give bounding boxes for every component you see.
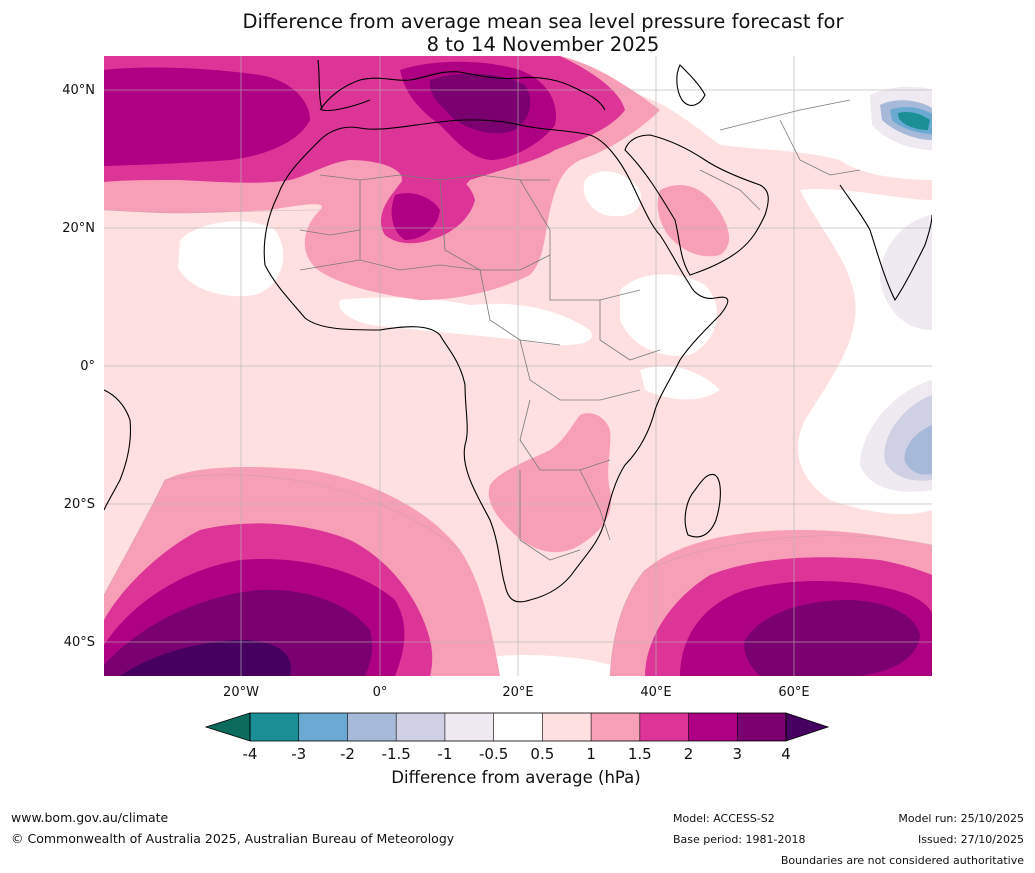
colorbar-segment <box>493 713 543 741</box>
colorbar-segment <box>347 713 397 741</box>
footer-issued: Issued: 27/10/2025 <box>917 833 1024 846</box>
field-white-west-atlantic <box>178 221 284 297</box>
field-white-arabia <box>583 171 641 217</box>
coastline-africa <box>263 119 729 603</box>
colorbar-segment <box>444 713 495 741</box>
footer-disclaimer: Boundaries are not considered authoritat… <box>780 854 1024 867</box>
field-lavender-east <box>880 215 932 330</box>
colorbar-tick-label: -4 <box>243 745 258 763</box>
footer-copyright: © Commonwealth of Australia 2025, Austra… <box>11 831 455 846</box>
colorbar-tick-label: -0.5 <box>479 745 508 763</box>
lon-label-40e: 40°E <box>640 685 671 700</box>
coastline-europe <box>319 71 606 111</box>
field-white-middle-east <box>560 56 932 180</box>
field-darkmagenta-north-atlantic <box>104 67 310 166</box>
coastline-arabia <box>624 134 769 276</box>
coastline-caspian <box>676 64 706 106</box>
field-lightblue-2 <box>904 425 932 475</box>
coastline-south-america <box>104 389 132 511</box>
lat-label-40s: 40°S <box>64 635 95 650</box>
lat-labels: 40°N 20°N 0° 20°S 40°S <box>62 83 95 650</box>
colorbar-tick-label: -2 <box>340 745 355 763</box>
coastlines <box>104 59 932 603</box>
lon-label-20e: 20°E <box>502 685 533 700</box>
lon-label-20w: 20°W <box>223 685 259 700</box>
colorbar-tick-label: 3 <box>732 745 742 763</box>
colorbar-ticks: -4 -3 -2 -1.5 -1 -0.5 0.5 1 1.5 2 3 4 <box>243 713 791 763</box>
colorbar-tick-label: 0.5 <box>530 745 554 763</box>
colorbar-label: Difference from average (hPa) <box>391 768 641 787</box>
field-white-horn <box>620 274 717 356</box>
field-white-north-africa <box>339 297 592 346</box>
field-pink-southern-africa <box>488 413 612 553</box>
field-darkteal-tibet <box>898 111 930 130</box>
contour-lines <box>104 209 932 676</box>
colorbar-segment <box>298 713 348 741</box>
lon-labels: 20°W 0° 20°E 40°E 60°E <box>223 685 810 700</box>
colorbar-segment <box>688 713 738 741</box>
field-pink-arabia <box>657 185 730 257</box>
colorbar-segment <box>542 713 592 741</box>
coastline-madagascar <box>684 473 721 538</box>
colorbar-segments <box>250 713 787 741</box>
colorbar-tick-label: 1.5 <box>628 745 652 763</box>
footer-url[interactable]: www.bom.gov.au/climate <box>11 810 169 825</box>
lat-label-0: 0° <box>80 359 95 374</box>
colorbar-tick-label: 4 <box>781 745 791 763</box>
lat-label-20n: 20°N <box>62 221 95 236</box>
coastline-iberia <box>317 59 371 112</box>
colorbar-segment <box>737 713 787 741</box>
colorbar-under-arrow <box>204 712 251 742</box>
lat-label-40n: 40°N <box>62 83 95 98</box>
lat-label-20s: 20°S <box>64 497 95 512</box>
coastline-india <box>839 184 932 302</box>
field-darkpurple-south-atlantic <box>120 640 291 676</box>
colorbar-over-arrow <box>785 712 830 742</box>
colorbar-segment <box>250 713 300 741</box>
field-purple-med <box>429 73 531 134</box>
lon-label-60e: 60°E <box>778 685 809 700</box>
footer-model-run: Model run: 25/10/2025 <box>898 812 1024 825</box>
field-white-east-africa <box>640 366 720 400</box>
colorbar-tick-label: 1 <box>586 745 596 763</box>
colorbar-segment <box>396 713 446 741</box>
colorbar-tick-label: -3 <box>291 745 306 763</box>
colorbar-segment <box>591 713 641 741</box>
footer-model: Model: ACCESS-S2 <box>673 812 775 825</box>
chart-title-line1: Difference from average mean sea level p… <box>242 10 844 33</box>
field-purple-south-indian <box>744 600 920 676</box>
anomaly-field <box>104 56 932 676</box>
colorbar-tick-label: 2 <box>684 745 694 763</box>
chart-title: Difference from average mean sea level p… <box>104 10 982 56</box>
colorbar-segment <box>639 713 690 741</box>
graticule <box>104 56 932 676</box>
footer-base-period: Base period: 1981-2018 <box>673 833 806 846</box>
chart-title-line2: 8 to 14 November 2025 <box>426 33 660 56</box>
lon-label-0: 0° <box>373 685 388 700</box>
colorbar-tick-label: -1 <box>437 745 452 763</box>
colorbar-tick-label: -1.5 <box>382 745 411 763</box>
country-borders <box>299 99 861 561</box>
